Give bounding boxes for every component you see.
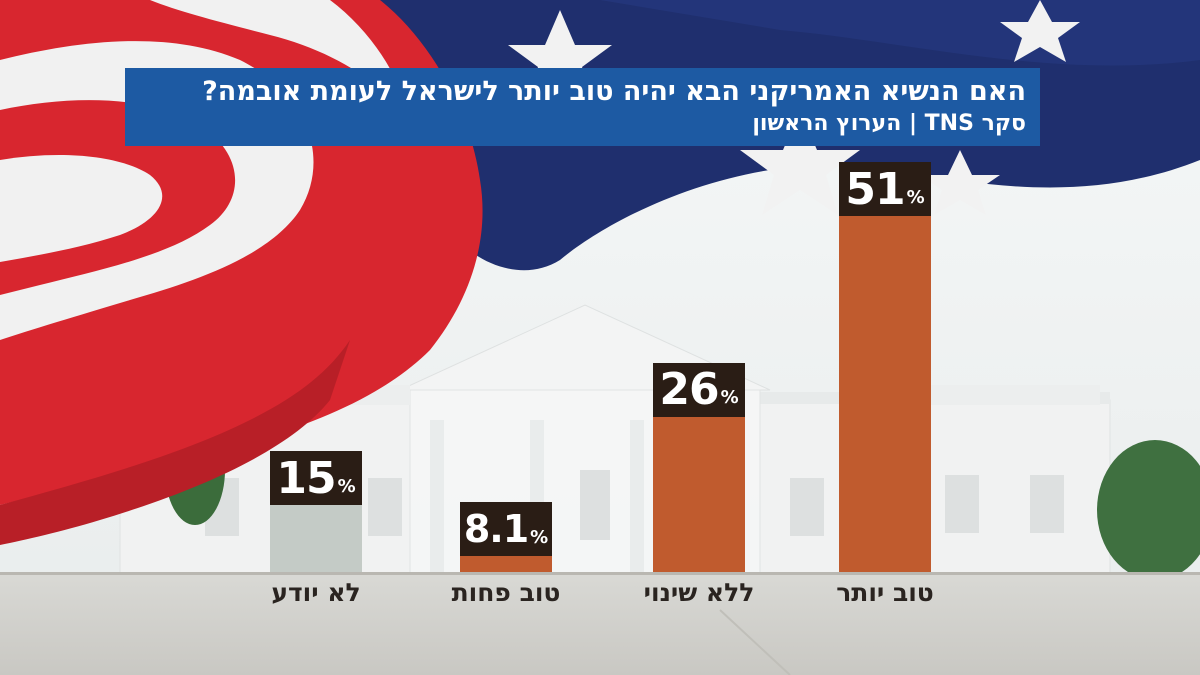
bar-3 xyxy=(270,505,362,572)
category-label-0: טוב יותר xyxy=(836,578,934,607)
value-unit-3: % xyxy=(337,475,356,497)
value-number-1: 26 xyxy=(659,364,719,416)
chart-subtitle: סקר TNS | הערוץ הראשון xyxy=(752,111,1026,136)
value-unit-0: % xyxy=(906,186,925,208)
bar-1 xyxy=(653,416,745,572)
bar-2 xyxy=(460,556,552,572)
value-unit-2: % xyxy=(530,526,549,548)
category-label-1: ללא שינוי xyxy=(643,578,755,607)
value-number-0: 51 xyxy=(845,163,905,215)
value-label-0: 51% xyxy=(839,162,931,216)
chart-title: האם הנשיא האמריקני הבא יהיה טוב יותר ליש… xyxy=(202,76,1026,107)
value-label-2: 8.1% xyxy=(460,502,552,556)
category-label-2: טוב פחות xyxy=(451,578,561,607)
value-label-3: 15% xyxy=(270,451,362,506)
bar-0 xyxy=(839,216,931,572)
ground xyxy=(0,572,1200,675)
value-unit-1: % xyxy=(720,387,739,409)
value-label-1: 26% xyxy=(653,362,745,417)
value-number-2: 8.1 xyxy=(463,507,529,551)
category-label-3: לא יודע xyxy=(271,578,361,607)
value-number-3: 15 xyxy=(276,452,336,504)
tree-right xyxy=(1097,440,1200,580)
title-banner: האם הנשיא האמריקני הבא יהיה טוב יותר ליש… xyxy=(125,68,1040,146)
